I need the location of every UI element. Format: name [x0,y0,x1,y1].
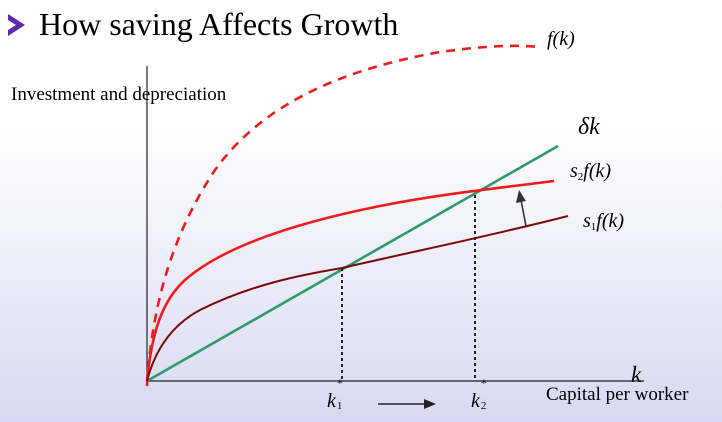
saving-curve-s1 [146,215,569,382]
k2-sub: 2 [480,400,487,412]
k2-sup: * [480,376,487,390]
title-row: How saving Affects Growth [8,2,398,46]
production-curve-fk [145,44,541,387]
label-k1-star: k * 1 [327,376,343,413]
k2-base: k [471,390,480,412]
k1-base: k [327,390,336,412]
shift-arrow-head [516,190,526,203]
label-s1-function: f(k) [596,210,625,232]
x-axis-label: Capital per worker [546,384,689,405]
depreciation-line [146,144,559,383]
label-delta-k: δk [578,114,600,140]
slide-title: How saving Affects Growth [39,5,399,42]
x-axis-symbol: k [631,362,642,387]
k1-sub: 1 [336,400,343,412]
bullet-arrow-icon [8,14,25,36]
saving-curve-s2 [145,179,555,382]
label-s2-function: f(k) [583,160,612,182]
y-axis-label: Investment and depreciation [11,84,227,105]
k-move-arrow-head [424,399,436,409]
label-k2-star: k * 2 [471,376,487,413]
label-s1-fk: s1f(k) [583,210,624,233]
label-s2-s: s [570,160,578,182]
shift-arrow-line [520,199,527,227]
label-s2-fk: s2f(k) [570,160,611,183]
k1-sup: * [336,376,343,390]
label-s1-sub: 1 [590,221,597,233]
label-s1-s: s [583,210,591,232]
label-s2-sub: 2 [577,171,584,183]
label-fk: f(k) [547,28,575,50]
